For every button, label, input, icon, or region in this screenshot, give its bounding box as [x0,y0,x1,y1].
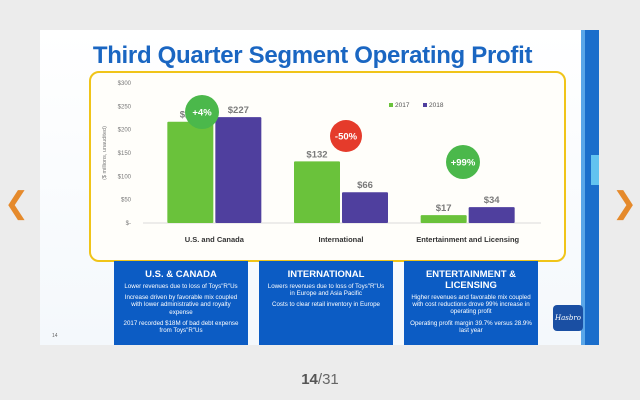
panel-text: Costs to clear retail inventory in Europ… [272,301,380,309]
panel-text: Operating profit margin 39.7% versus 28.… [410,319,532,334]
slide-counter: 14/31 [0,371,640,388]
y-tick-label: $250 [118,104,132,110]
data-label: $227 [228,105,249,116]
panel-entertainment-licensing: ENTERTAINMENT & LICENSING Higher revenue… [404,261,538,345]
chevron-right-icon: ❯ [612,186,638,221]
data-label: $132 [306,149,327,160]
chevron-left-icon: ❮ [4,186,30,221]
x-tick-label: Entertainment and Licensing [416,235,519,244]
bar-2018 [215,117,262,223]
panel-heading: INTERNATIONAL [287,269,365,280]
bar-2017 [420,215,467,223]
bar-2018 [342,192,388,223]
slide-stripe-highlight [591,155,599,185]
y-tick-label: $200 [118,128,132,134]
change-badge-label: -50% [335,132,358,143]
y-tick-label: $- [126,221,131,227]
slide-page-number: 14 [52,333,58,339]
legend-label: 2017 [395,102,410,109]
slide: Third Quarter Segment Operating Profit $… [40,30,599,345]
y-tick-label: $150 [118,151,132,157]
panel-heading: U.S. & CANADA [145,269,217,280]
panel-text: Increase driven by favorable mix coupled… [124,294,238,316]
hasbro-logo: Hasbro [553,305,583,331]
panel-international: INTERNATIONAL Lowers revenues due to los… [259,261,393,345]
legend-swatch [423,103,427,107]
y-axis-label: ($ millions, unaudited) [102,126,108,180]
change-badge [446,145,480,179]
panel-heading: ENTERTAINMENT & LICENSING [425,269,517,291]
change-badge-label: +99% [451,158,476,169]
x-tick-label: U.S. and Canada [185,235,245,244]
legend-swatch [389,103,393,107]
page-separator: / [317,371,323,388]
bar-2017 [167,121,214,223]
change-badge [330,120,362,152]
panel-text: Lower revenues due to loss of Toys"R"Us [124,283,238,290]
legend-label: 2018 [429,102,444,109]
panel-us-canada: U.S. & CANADA Lower revenues due to loss… [114,261,248,345]
panel-text: 2017 recorded $18M of bad debt expense f… [123,319,239,335]
panel-text: Higher revenues and favorable mix couple… [411,294,531,316]
panel-text: Lowers revenues due to loss of Toys"R"Us… [267,283,385,298]
chart-box: $- $50 $100 $150 $200 $250 $300 ($ millions, un… [89,71,566,262]
change-badge-label: +4% [192,108,212,119]
total-pages: 31 [322,371,339,388]
data-label: $66 [357,180,373,191]
bar-2017 [294,161,340,223]
y-tick-label: $50 [121,198,132,204]
bar-2018 [468,207,515,223]
x-tick-label: International [318,235,363,244]
y-tick-label: $300 [118,81,132,87]
y-tick-label: $100 [118,174,132,180]
data-label: $34 [484,195,501,206]
next-slide-button[interactable]: ❯ [612,186,638,221]
data-label: $17 [436,203,452,214]
prev-slide-button[interactable]: ❮ [4,186,30,221]
slide-accent-stripe [581,30,585,345]
current-page: 14 [301,371,318,388]
slide-side-stripe [585,30,599,345]
slide-title: Third Quarter Segment Operating Profit [92,42,533,69]
change-badge [185,95,219,129]
bar-chart: $- $50 $100 $150 $200 $250 $300 ($ millions, un… [102,81,541,244]
